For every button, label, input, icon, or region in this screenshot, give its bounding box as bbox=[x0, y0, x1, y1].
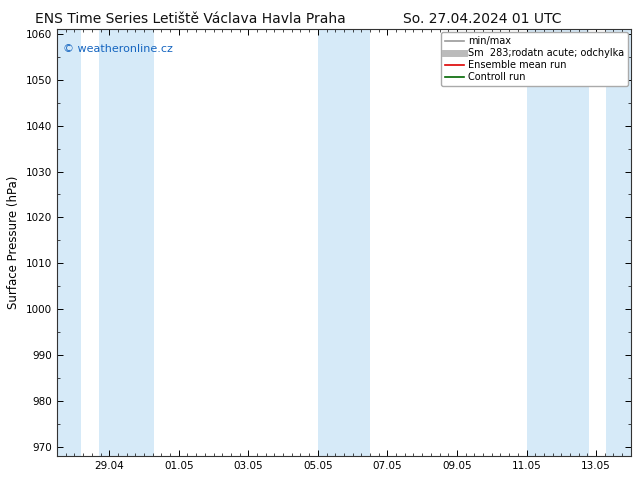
Text: © weatheronline.cz: © weatheronline.cz bbox=[63, 44, 172, 54]
Bar bbox=[526, 29, 589, 456]
Legend: min/max, Sm  283;rodatn acute; odchylka, Ensemble mean run, Controll run: min/max, Sm 283;rodatn acute; odchylka, … bbox=[441, 32, 628, 86]
Text: ENS Time Series Letiště Václava Havla Praha: ENS Time Series Letiště Václava Havla Pr… bbox=[35, 12, 346, 26]
Y-axis label: Surface Pressure (hPa): Surface Pressure (hPa) bbox=[8, 176, 20, 309]
Text: So. 27.04.2024 01 UTC: So. 27.04.2024 01 UTC bbox=[403, 12, 561, 26]
Bar bbox=[318, 29, 370, 456]
Bar bbox=[99, 29, 155, 456]
Bar bbox=[607, 29, 631, 456]
Bar bbox=[57, 29, 81, 456]
